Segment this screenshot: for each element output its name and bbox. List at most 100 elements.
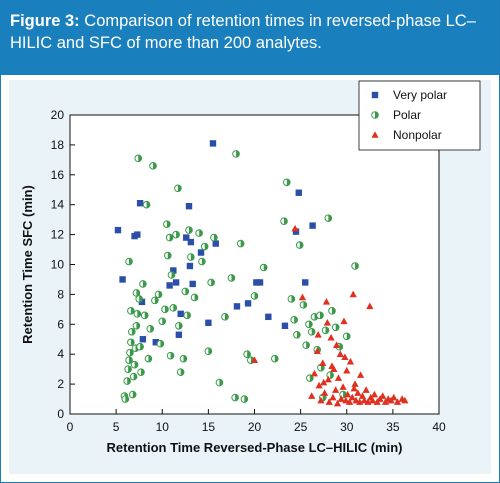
data-point-circle-fill	[194, 294, 198, 301]
data-point-square	[187, 238, 195, 246]
data-point-circle-fill	[165, 306, 169, 313]
data-point-circle-fill	[134, 361, 138, 368]
data-point-triangle	[315, 381, 323, 389]
data-point-triangle	[314, 330, 322, 338]
data-point-triangle	[250, 356, 259, 363]
data-point-circle-fill	[254, 292, 258, 300]
data-point-circle	[270, 354, 279, 363]
x-tick-label: 10	[156, 420, 170, 434]
data-point-triangle	[348, 393, 356, 401]
data-point-square	[175, 331, 183, 338]
data-point-triangle	[323, 319, 331, 326]
x-axis-label: Retention Time Reversed-Phase LC–HILIC (…	[107, 440, 403, 455]
data-point-circle	[166, 351, 175, 360]
data-point-circle	[133, 310, 142, 318]
data-point-triangle	[310, 369, 319, 377]
data-point-square	[119, 276, 126, 283]
data-point-square	[292, 228, 300, 235]
data-point-triangle	[350, 384, 358, 392]
data-point-circle-fill	[139, 295, 143, 303]
data-point-circle-fill	[131, 328, 136, 336]
data-point-circle-fill	[138, 155, 142, 162]
data-point-circle-fill	[148, 355, 152, 362]
data-point-circle-fill	[286, 178, 291, 186]
data-point-triangle	[393, 398, 402, 405]
data-point-circle	[243, 350, 251, 359]
data-point-circle-fill	[153, 162, 157, 170]
data-point-circle-fill	[166, 220, 171, 228]
data-point-triangle	[349, 290, 357, 298]
data-point-circle-fill	[320, 364, 325, 371]
data-point-circle	[163, 251, 172, 260]
data-point-circle	[128, 390, 137, 399]
x-tick-label: 35	[386, 420, 400, 434]
data-point-square	[281, 322, 289, 329]
data-point-square	[265, 313, 272, 321]
data-point-circle-fill	[129, 356, 133, 364]
data-point-triangle	[356, 371, 365, 378]
data-point-circle	[135, 295, 143, 303]
data-point-circle-fill	[140, 343, 144, 351]
data-point-circle-fill	[154, 297, 159, 304]
data-point-square	[302, 279, 309, 286]
data-point-circle-fill	[136, 322, 140, 330]
data-point-circle	[321, 326, 330, 335]
data-point-square	[309, 222, 316, 229]
data-point-circle	[195, 229, 203, 237]
data-point-circle	[158, 317, 167, 326]
data-point-circle	[179, 354, 188, 363]
data-point-circle	[215, 378, 224, 387]
data-point-circle-fill	[142, 280, 147, 288]
data-point-square	[166, 282, 173, 289]
data-point-circle-fill	[180, 368, 184, 376]
x-tick-label: 30	[340, 420, 354, 434]
y-tick-label: 0	[57, 407, 64, 421]
data-point-circle-fill	[247, 350, 251, 358]
legend-marker-square	[371, 91, 379, 99]
data-point-square	[233, 303, 241, 310]
data-point-circle	[240, 395, 249, 403]
data-point-circle	[151, 296, 159, 305]
series-nonpolar	[250, 224, 409, 407]
legend-label: Polar	[393, 108, 421, 122]
data-point-square	[170, 267, 177, 274]
data-point-circle-fill	[158, 291, 162, 298]
data-point-circle	[187, 253, 195, 261]
data-point-circle	[163, 220, 171, 228]
data-point-triangle	[322, 298, 331, 305]
y-tick-label: 8	[57, 287, 64, 301]
data-point-circle	[183, 311, 191, 320]
data-point-circle-fill	[130, 338, 135, 346]
data-point-square	[152, 339, 159, 346]
data-point-circle-fill	[128, 365, 132, 373]
data-point-circle	[181, 287, 190, 296]
data-point-circle-fill	[274, 355, 279, 362]
data-point-circle	[134, 154, 143, 163]
data-point-triangle	[362, 386, 370, 393]
data-point-circle	[136, 342, 144, 351]
data-point-circle-fill	[133, 373, 137, 380]
data-point-circle-fill	[183, 355, 187, 362]
data-point-circle	[236, 239, 245, 248]
data-point-square	[177, 310, 184, 318]
data-point-circle	[185, 226, 193, 234]
legend: Very polar Polar Nonpolar	[358, 80, 481, 151]
data-point-circle	[198, 257, 206, 266]
series-very-polar	[114, 140, 316, 346]
data-point-triangle	[337, 395, 345, 402]
data-point-triangle	[368, 396, 377, 404]
data-point-circle	[190, 293, 199, 302]
data-point-circle	[351, 262, 359, 270]
data-point-circle-fill	[263, 264, 268, 271]
data-point-circle-fill	[199, 229, 203, 237]
data-point-circle	[250, 292, 259, 300]
data-point-circle	[342, 332, 351, 341]
y-tick-label: 12	[51, 228, 65, 242]
data-point-circle-fill	[136, 289, 140, 297]
data-point-circle-fill	[137, 310, 141, 318]
data-point-circle	[305, 320, 313, 329]
data-point-circle	[295, 241, 304, 249]
data-point-circle-fill	[162, 318, 166, 325]
data-point-circle-fill	[125, 395, 129, 403]
data-point-triangle	[333, 341, 341, 349]
